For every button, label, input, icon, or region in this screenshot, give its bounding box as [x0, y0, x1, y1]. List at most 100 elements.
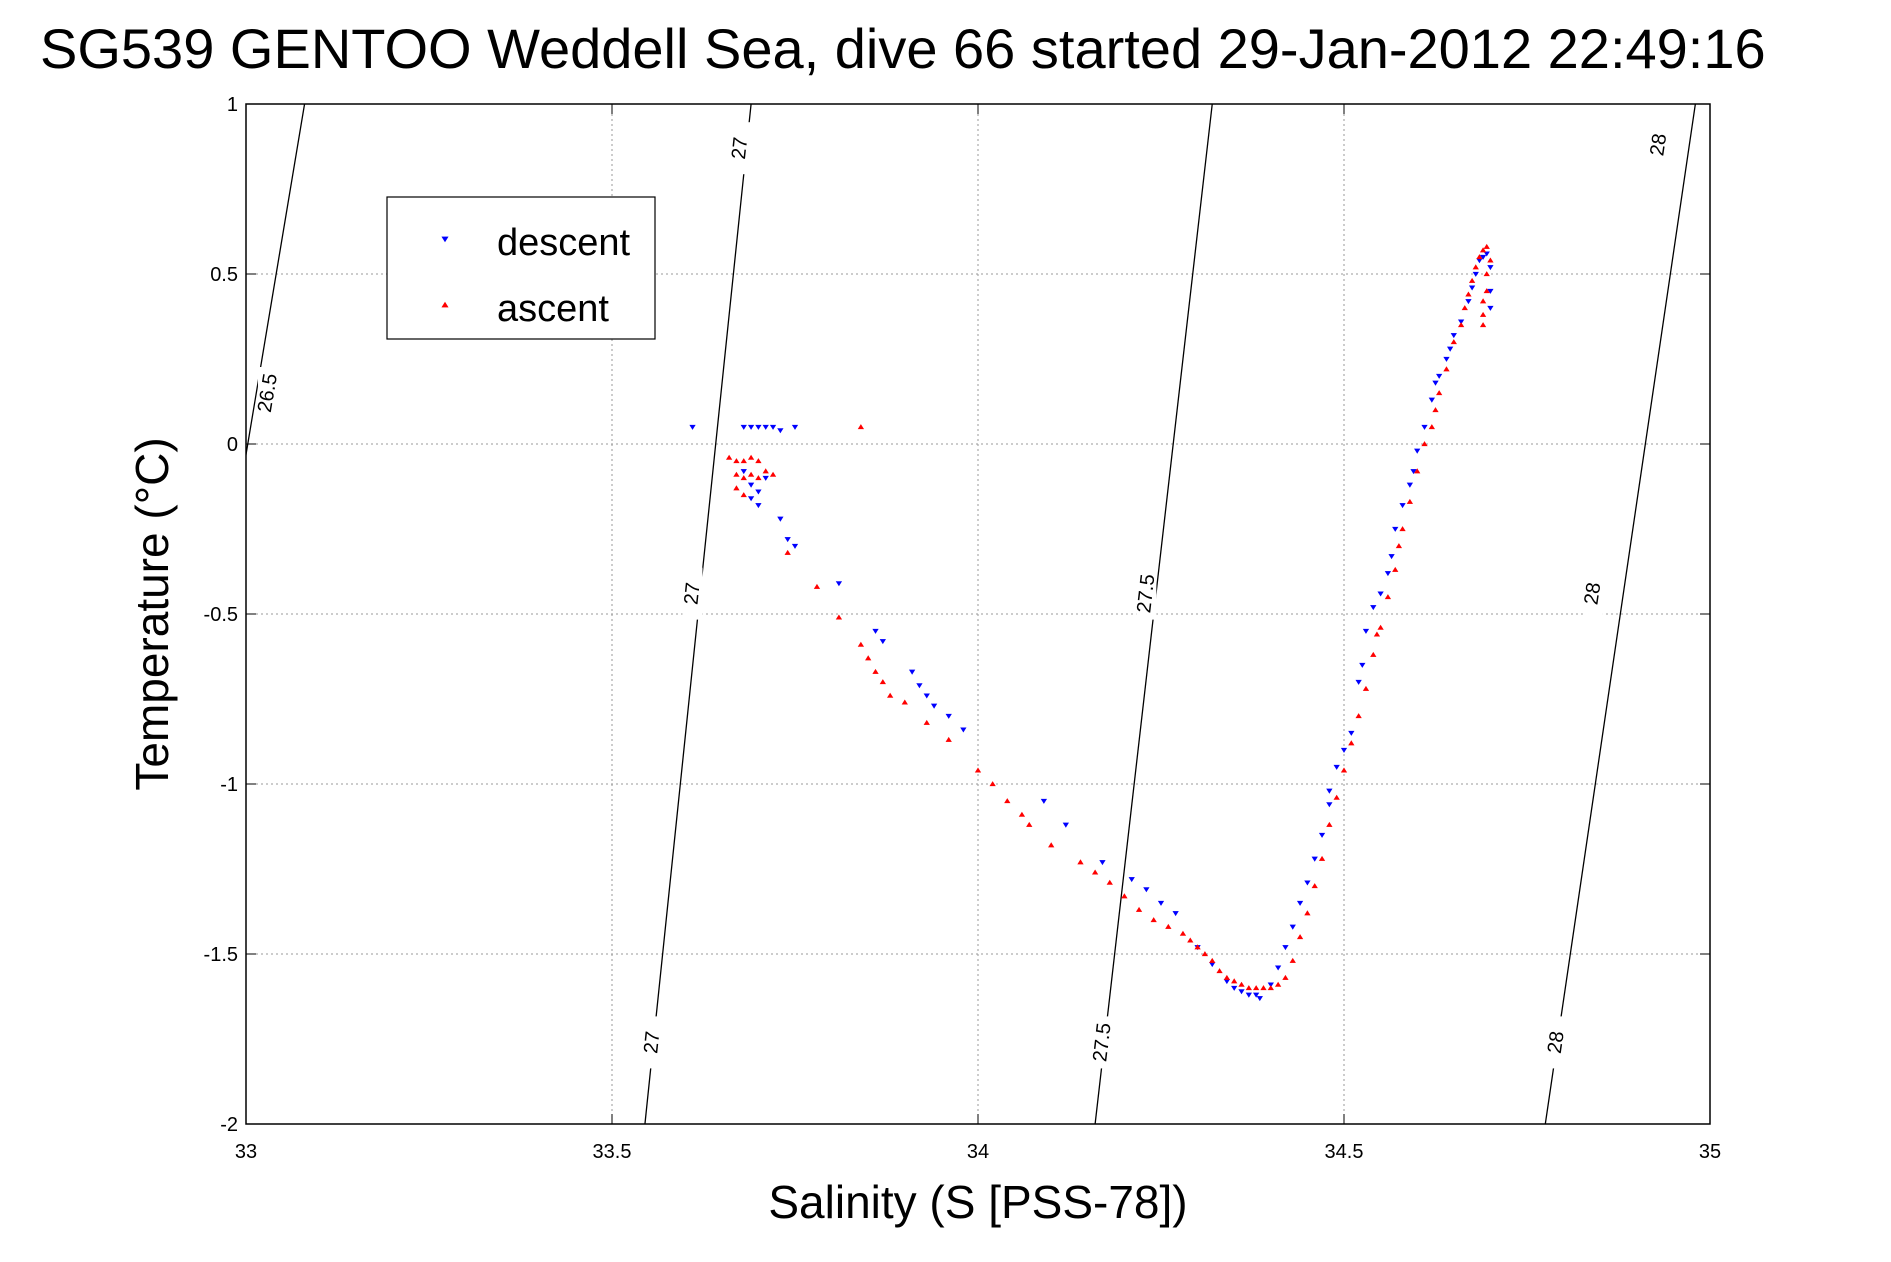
ascent-point: [1201, 951, 1209, 957]
contour-label-bg: [642, 1016, 663, 1069]
descent-point: [1370, 605, 1377, 611]
descent-point: [835, 581, 843, 587]
ascent-point: [857, 424, 865, 430]
contour-label-bg: [682, 567, 703, 620]
ascent-point: [1487, 257, 1494, 263]
ascent-point: [1373, 631, 1381, 637]
ascent-point: [784, 549, 791, 555]
contour-label-bg: [1648, 118, 1669, 171]
descent-point: [1392, 526, 1399, 532]
descent-point: [740, 469, 747, 475]
ascent-point: [1348, 740, 1355, 746]
ascent-point: [1377, 624, 1384, 630]
descent-point: [1267, 982, 1274, 988]
ascent-point: [1260, 985, 1267, 991]
descent-point: [1311, 856, 1318, 862]
contour-label-bg: [1546, 1016, 1567, 1069]
ascent-point: [1333, 794, 1340, 800]
descent-point: [1472, 271, 1479, 277]
ascent-point: [733, 485, 740, 491]
descent-point: [755, 503, 762, 509]
descent-point: [791, 424, 799, 430]
ascent-point: [725, 454, 733, 460]
ascent-point: [1209, 957, 1216, 963]
descent-point: [1157, 900, 1165, 906]
descent-point: [1355, 679, 1362, 685]
y-axis-ticks: -2 -1.5 -1 -0.5 0 0.5 1: [204, 94, 1710, 1136]
ascent-point: [733, 458, 740, 464]
ascent-point: [1392, 566, 1399, 572]
descent-point: [1256, 996, 1263, 1002]
y-tick-label: -1.5: [204, 944, 238, 966]
ascent-point: [747, 471, 755, 477]
x-tick-label: 33.5: [593, 1141, 632, 1163]
ascent-point: [1304, 910, 1311, 916]
descent-point: [1340, 747, 1348, 753]
ascent-point: [1165, 923, 1172, 929]
ascent-point: [1282, 974, 1289, 980]
data-series: [689, 243, 1494, 1002]
ascent-point: [1483, 271, 1490, 277]
ascent-point: [1135, 906, 1143, 912]
y-tick-label: -1: [220, 774, 238, 796]
ascent-point: [1461, 305, 1468, 311]
ascent-point: [1483, 243, 1490, 249]
ascent-point: [1026, 821, 1033, 827]
grid-lines: [246, 104, 1710, 1124]
descent-point: [1483, 251, 1490, 257]
descent-point: [1377, 591, 1384, 597]
descent-point: [755, 424, 762, 430]
ascent-point: [769, 471, 777, 477]
descent-point: [1410, 469, 1417, 475]
ascent-point: [887, 692, 894, 698]
descent-point: [1238, 989, 1245, 995]
descent-point: [1128, 877, 1135, 883]
contour-label-bg: [1092, 1016, 1113, 1069]
ascent-point: [1468, 277, 1476, 283]
descent-point: [1289, 924, 1296, 930]
ascent-point: [1311, 883, 1318, 889]
ascent-point: [1362, 685, 1370, 691]
y-tick-label: 0.5: [210, 264, 238, 286]
descent-point: [1348, 730, 1355, 736]
ascent-point: [1465, 291, 1472, 297]
contour-label-bg: [1136, 567, 1157, 620]
descent-point: [1209, 962, 1216, 968]
x-tick-label: 35: [1699, 1141, 1721, 1163]
ascent-point: [747, 454, 755, 460]
ascent-point: [865, 655, 872, 661]
ascent-point: [1472, 264, 1479, 270]
ascent-point: [740, 475, 747, 481]
descent-point: [945, 713, 952, 719]
legend-label-ascent: ascent: [497, 288, 609, 330]
descent-point: [1443, 356, 1450, 362]
descent-point: [1333, 764, 1340, 770]
ascent-point: [755, 475, 762, 481]
ascent-point: [1479, 298, 1487, 304]
legend: descent ascent: [386, 196, 656, 340]
y-axis-label: Temperature (°C): [126, 437, 178, 790]
ascent-point: [1432, 407, 1439, 413]
descent-point: [769, 424, 777, 430]
ascent-point: [1326, 821, 1333, 827]
descent-point: [762, 475, 769, 481]
contour-label-bg: [1582, 567, 1603, 620]
descent-point: [1388, 554, 1395, 560]
ascent-point: [1216, 968, 1223, 974]
ascent-point: [740, 492, 747, 498]
descent-point: [1318, 832, 1326, 838]
descent-point: [1143, 887, 1150, 893]
y-tick-label: -2: [220, 1114, 238, 1136]
descent-point: [916, 683, 923, 689]
ascent-point: [1018, 811, 1026, 817]
descent-point: [1282, 945, 1289, 951]
ascent-point: [1428, 424, 1435, 430]
ascent-point: [1370, 651, 1377, 657]
descent-point: [777, 516, 784, 522]
ascent-point: [1340, 767, 1348, 773]
descent-point: [747, 482, 755, 488]
descent-point: [1245, 992, 1252, 998]
ascent-point: [1179, 930, 1187, 936]
ascent-point: [1091, 869, 1099, 875]
